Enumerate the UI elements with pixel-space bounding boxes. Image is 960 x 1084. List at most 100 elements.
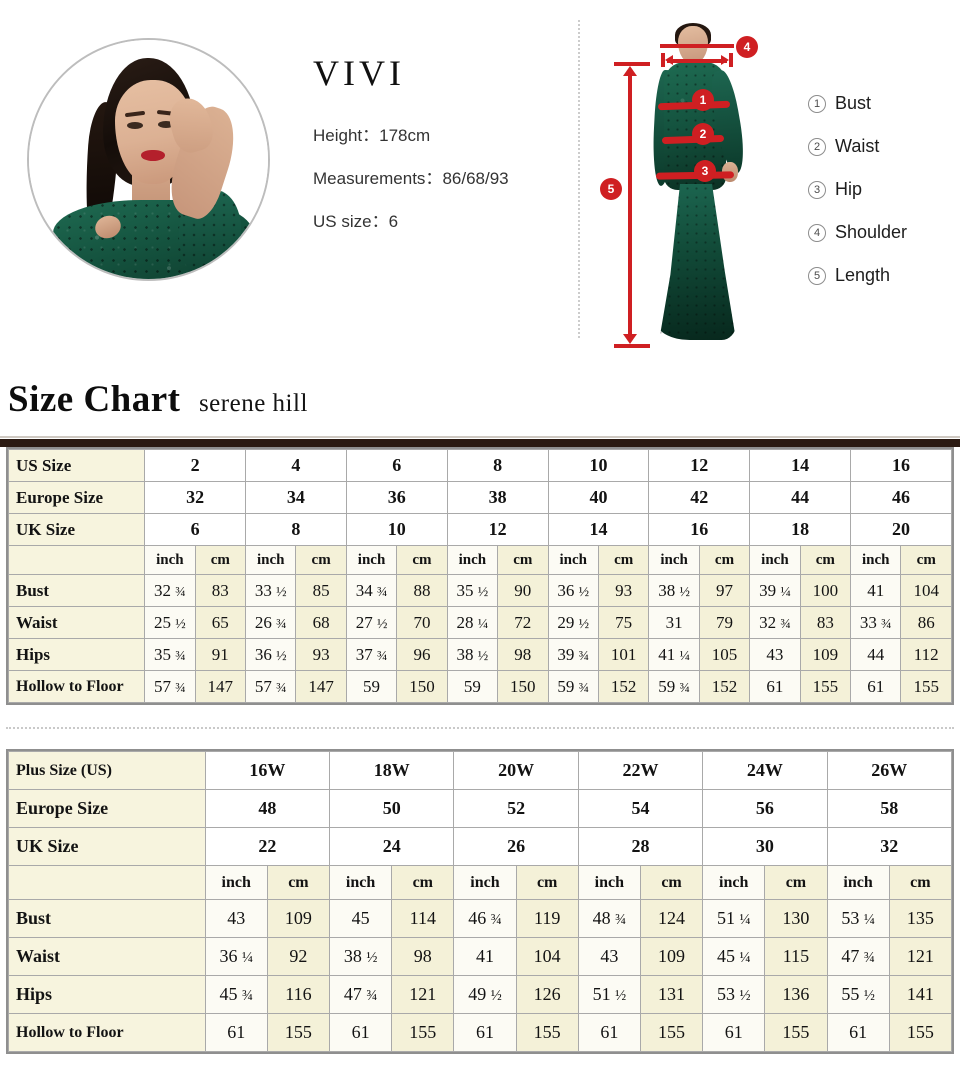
value-cell-inch: 28 ¼ <box>446 606 499 639</box>
value-cell-inch: 61 <box>850 670 902 703</box>
size-cell: 18W <box>328 751 455 790</box>
value-cell-cm: 112 <box>900 638 952 671</box>
value-cell-cm: 88 <box>396 574 448 607</box>
value-cell-inch: 27 ½ <box>345 606 398 639</box>
size-cell: 44 <box>749 481 852 514</box>
value-cell-cm: 96 <box>396 638 448 671</box>
value-cell-cm: 155 <box>764 1013 828 1052</box>
size-cell: 40 <box>547 481 650 514</box>
value-cell-cm: 155 <box>391 1013 455 1052</box>
row-label-bust: Bust <box>7 574 146 607</box>
row-label-us-size: US Size <box>7 449 146 482</box>
value-cell-cm: 83 <box>799 606 852 639</box>
value-cell-inch: 53 ½ <box>702 975 766 1014</box>
value-cell-inch: 36 ½ <box>244 638 297 671</box>
row-label-uk-size: UK Size <box>8 827 206 866</box>
shoulder-arrowhead-right <box>721 55 729 65</box>
size-cell: 28 <box>577 827 704 866</box>
value-cell-cm: 155 <box>639 1013 704 1052</box>
unit-header-inch: inch <box>345 545 398 575</box>
value-cell-cm: 130 <box>764 899 828 938</box>
standard-size-table-border: US Size 2 4 6 8 10 12 14 16 Europe Size 32 34 36 38 40… <box>6 447 954 705</box>
legend-number-3-icon: 3 <box>808 180 826 199</box>
measurement-diagram: 1 2 3 4 5 <box>596 14 782 354</box>
row-label-waist: Waist <box>8 937 206 976</box>
table-row: Hips 45 ¾ 116 47 ¾ 121 49 ½ 126 51 ½ 131 53 ½ 136 5… <box>8 975 953 1014</box>
model-lips <box>141 150 165 161</box>
value-cell-inch: 25 ½ <box>144 606 196 639</box>
table-row: Waist 36 ¼ 92 38 ½ 98 41 104 43 109 45 ¼ 115 47 ¾ 12… <box>8 937 953 976</box>
size-cell: 32 <box>826 827 952 866</box>
value-cell-cm: 92 <box>266 937 331 976</box>
standard-size-table-wrap: US Size 2 4 6 8 10 12 14 16 Europe Size 32 34 36 38 40… <box>0 447 960 705</box>
model-info-section: VIVI Height：178cm Measurements：86/68/93 … <box>0 0 960 372</box>
heading-rule <box>0 436 960 447</box>
size-cell: 6 <box>345 449 448 482</box>
value-cell-inch: 35 ½ <box>446 574 499 607</box>
value-cell-inch: 61 <box>826 1013 890 1052</box>
value-cell-cm: 155 <box>515 1013 579 1052</box>
value-cell-inch: 45 <box>328 899 393 938</box>
value-cell-cm: 150 <box>396 670 448 703</box>
length-arrowhead-top <box>623 66 637 76</box>
size-cell: 46 <box>850 481 952 514</box>
size-cell: 16W <box>204 751 331 790</box>
unit-header-cm: cm <box>639 865 704 900</box>
value-cell-inch: 49 ½ <box>453 975 517 1014</box>
value-cell-inch: 38 ½ <box>446 638 499 671</box>
table-row: Europe Size 32 34 36 38 40 42 44 46 <box>7 481 952 514</box>
unit-header-inch: inch <box>850 545 902 575</box>
value-cell-inch: 41 <box>850 574 902 607</box>
size-cell: 6 <box>144 513 246 546</box>
value-cell-inch: 61 <box>577 1013 641 1052</box>
value-cell-inch: 45 ¼ <box>702 937 766 976</box>
unit-header-inch: inch <box>204 865 268 900</box>
size-cell: 48 <box>204 789 331 828</box>
unit-header-cm: cm <box>888 865 953 900</box>
table-row: Hollow to Floor 57 ¾ 147 57 ¾ 147 59 150 59 150 5… <box>7 670 952 703</box>
value-cell-inch: 57 ¾ <box>144 670 196 703</box>
value-cell-cm: 104 <box>515 937 579 976</box>
table-row: inch cm inch cm inch cm inch cm inch cm inch cm <box>8 865 953 900</box>
value-cell-inch: 46 ¾ <box>453 899 517 938</box>
table-row: Europe Size 48 50 52 54 56 58 <box>8 789 952 828</box>
plus-size-table: Plus Size (US) 16W 18W 20W 22W 24W 26W Europe S… <box>8 751 953 1052</box>
value-cell-inch: 26 ¾ <box>244 606 297 639</box>
unit-header-inch: inch <box>244 545 297 575</box>
value-cell-inch: 32 ¾ <box>749 606 801 639</box>
unit-header-cm: cm <box>698 545 751 575</box>
value-cell-cm: 100 <box>799 574 852 607</box>
page-title: Size Chart <box>8 379 181 420</box>
model-ussize-label: US size： <box>313 212 389 231</box>
value-cell-inch: 32 ¾ <box>144 574 196 607</box>
model-height-label: Height： <box>313 126 380 145</box>
value-cell-inch: 43 <box>749 638 801 671</box>
value-cell-inch: 51 ¼ <box>702 899 766 938</box>
value-cell-inch: 39 ¾ <box>547 638 599 671</box>
size-cell: 10 <box>547 449 650 482</box>
value-cell-cm: 131 <box>639 975 704 1014</box>
legend-item-hip: 3 Hip <box>808 168 958 211</box>
value-cell-cm: 152 <box>698 670 751 703</box>
value-cell-cm: 98 <box>391 937 455 976</box>
unit-header-inch: inch <box>547 545 599 575</box>
size-cell: 12 <box>446 513 549 546</box>
size-cell: 58 <box>826 789 952 828</box>
vertical-dotted-divider <box>578 20 580 338</box>
model-eye-right <box>158 121 174 128</box>
value-cell-inch: 61 <box>204 1013 268 1052</box>
value-cell-cm: 68 <box>295 606 347 639</box>
value-cell-inch: 35 ¾ <box>144 638 196 671</box>
size-cell: 14 <box>749 449 852 482</box>
model-measurements-line: Measurements：86/68/93 <box>313 170 563 187</box>
unit-header-cm: cm <box>266 865 331 900</box>
unit-row-blank-label <box>7 545 146 575</box>
row-label-hips: Hips <box>8 975 206 1014</box>
size-cell: 54 <box>577 789 704 828</box>
value-cell-inch: 48 ¾ <box>577 899 641 938</box>
value-cell-cm: 93 <box>597 574 650 607</box>
value-cell-inch: 34 ¾ <box>345 574 398 607</box>
plus-size-table-wrap: Plus Size (US) 16W 18W 20W 22W 24W 26W Europe S… <box>0 749 960 1054</box>
length-cap-bottom <box>614 344 650 348</box>
legend-number-2-icon: 2 <box>808 137 826 156</box>
